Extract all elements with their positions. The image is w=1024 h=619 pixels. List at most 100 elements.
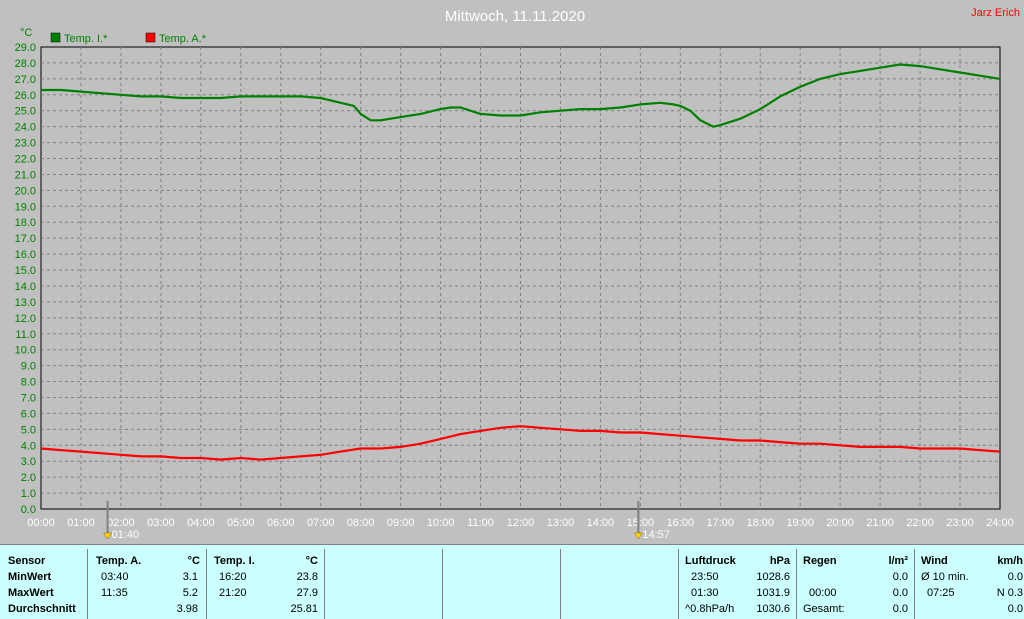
x-tick-label: 14:00 xyxy=(587,517,615,529)
y-tick-label: 22.0 xyxy=(15,154,36,166)
wind-max-value: N 0.3 xyxy=(996,587,1023,599)
sensor-header: Sensor xyxy=(8,555,46,567)
temp-i-header: Temp. I. xyxy=(214,555,255,567)
legend-swatch-temp-a xyxy=(145,32,156,43)
row-label-max: MaxWert xyxy=(8,587,54,599)
y-axis-ticks: 0.0 1.0 2.0 3.0 4.0 5.0 6.0 7.0 8.0 9.0 10.0 11.0 12… xyxy=(15,42,36,516)
y-tick-label: 10.0 xyxy=(15,345,36,357)
series-line-temp-i xyxy=(41,63,1001,128)
temp-i-average: 25.81 xyxy=(290,603,318,615)
temp-a-average: 3.98 xyxy=(176,603,198,615)
temp-i-min-value: 23.8 xyxy=(296,571,318,583)
y-tick-label: 0.0 xyxy=(21,504,36,516)
y-tick-label: 9.0 xyxy=(21,361,36,373)
regen-total-value: 0.0 xyxy=(892,603,908,615)
wind-avg-value: 0.0 xyxy=(1007,571,1023,583)
x-tick-label: 19:00 xyxy=(786,517,814,529)
x-tick-label: 04:00 xyxy=(187,517,215,529)
stats-table: Sensor MinWert MaxWert Durchschnitt Temp… xyxy=(0,544,1024,619)
temp-a-min-time: 03:40 xyxy=(101,571,129,583)
y-tick-label: 2.0 xyxy=(21,472,36,484)
luftdruck-max-time: 01:30 xyxy=(691,587,719,599)
y-tick-label: 13.0 xyxy=(15,297,36,309)
luftdruck-min-value: 1028.6 xyxy=(756,571,790,583)
y-tick-label: 1.0 xyxy=(21,488,36,500)
x-tick-label: 20:00 xyxy=(826,517,854,529)
regen-unit: l/m² xyxy=(888,555,908,567)
x-axis-ticks: 00:00 01:00 02:00 03:00 04:00 05:00 06:00 07:00… xyxy=(27,517,1014,529)
y-tick-label: 16.0 xyxy=(15,249,36,261)
regen-max-value: 0.0 xyxy=(892,587,908,599)
wind-avg-label: Ø 10 min. xyxy=(921,571,969,583)
temp-a-unit: °C xyxy=(187,555,200,567)
y-tick-label: 24.0 xyxy=(15,122,36,134)
legend-swatch-temp-i xyxy=(50,32,61,43)
x-tick-label: 12:00 xyxy=(507,517,535,529)
x-tick-label: 05:00 xyxy=(227,517,255,529)
x-tick-label: 06:00 xyxy=(267,517,295,529)
x-tick-label: 10:00 xyxy=(427,517,455,529)
regen-total-label: Gesamt: xyxy=(803,603,845,615)
temp-i-max-value: 27.9 xyxy=(296,587,318,599)
col-empty-1 xyxy=(324,549,442,619)
temp-a-max-value: 5.2 xyxy=(182,587,198,599)
temp-i-max-time: 21:20 xyxy=(219,587,247,599)
col-temp-a: Temp. A. °C 03:40 3.1 11:35 5.2 3.98 xyxy=(87,549,206,619)
sunset-icon xyxy=(633,532,643,540)
luftdruck-current: 1030.6 xyxy=(756,603,790,615)
series-line-temp-a xyxy=(40,425,1001,461)
temp-i-unit: °C xyxy=(305,555,318,567)
col-temp-i: Temp. I. °C 16:20 23.8 21:20 27.9 25.81 xyxy=(206,549,324,619)
x-tick-label: 08:00 xyxy=(347,517,375,529)
x-tick-label: 11:00 xyxy=(467,517,494,529)
y-tick-label: 28.0 xyxy=(15,58,36,70)
x-tick-label: 02:00 xyxy=(107,517,135,529)
y-tick-label: 6.0 xyxy=(21,408,36,420)
x-tick-label: 07:00 xyxy=(307,517,335,529)
y-tick-label: 11.0 xyxy=(15,329,36,341)
col-sensor: Sensor MinWert MaxWert Durchschnitt xyxy=(0,549,86,619)
row-label-min: MinWert xyxy=(8,571,52,583)
chart-grid xyxy=(40,46,1001,510)
x-tick-label: 21:00 xyxy=(866,517,894,529)
temp-i-min-time: 16:20 xyxy=(219,571,247,583)
chart-title: Mittwoch, 11.11.2020 xyxy=(445,8,585,25)
sunrise-time-label: 01:40 xyxy=(112,529,140,541)
chart-lines xyxy=(40,63,1001,461)
y-tick-label: 5.0 xyxy=(21,424,36,436)
col-empty-3 xyxy=(560,549,678,619)
x-tick-label: 00:00 xyxy=(27,517,55,529)
x-tick-label: 01:00 xyxy=(67,517,95,529)
row-label-avg: Durchschnitt xyxy=(8,603,76,615)
y-tick-label: 26.0 xyxy=(15,90,36,102)
luftdruck-trend: ^0.8hPa/h xyxy=(685,603,735,615)
temp-a-max-time: 11:35 xyxy=(101,587,128,599)
x-tick-label: 03:00 xyxy=(147,517,175,529)
regen-min-value: 0.0 xyxy=(892,571,908,583)
x-tick-label: 17:00 xyxy=(707,517,735,529)
col-wind: Wind km/h Ø 10 min. 0.0 07:25 N 0.3 0.0 xyxy=(914,549,1024,619)
col-empty-2 xyxy=(442,549,560,619)
y-tick-label: 27.0 xyxy=(15,74,36,86)
x-tick-label: 18:00 xyxy=(746,517,774,529)
x-tick-label: 22:00 xyxy=(906,517,934,529)
sunrise-icon xyxy=(103,532,113,540)
y-tick-label: 20.0 xyxy=(15,185,36,197)
y-tick-label: 3.0 xyxy=(21,456,36,468)
y-tick-label: 23.0 xyxy=(15,138,36,150)
y-tick-label: 19.0 xyxy=(15,201,36,213)
x-tick-label: 24:00 xyxy=(986,517,1014,529)
col-luftdruck: Luftdruck hPa 23:50 1028.6 01:30 1031.9 … xyxy=(678,549,796,619)
wind-current-value: 0.0 xyxy=(1007,603,1023,615)
y-tick-label: 21.0 xyxy=(15,169,36,181)
temp-a-min-value: 3.1 xyxy=(182,571,198,583)
y-tick-label: 29.0 xyxy=(15,42,36,54)
sun-markers: 01:40 14:57 xyxy=(103,501,670,541)
x-tick-label: 23:00 xyxy=(946,517,974,529)
wind-header: Wind xyxy=(921,555,948,567)
y-axis-unit: °C xyxy=(20,27,32,39)
x-tick-label: 16:00 xyxy=(667,517,695,529)
author-label: Jarz Erich xyxy=(971,7,1020,19)
temp-a-header: Temp. A. xyxy=(96,555,142,567)
legend-label-temp-i: Temp. I.* xyxy=(64,33,108,45)
